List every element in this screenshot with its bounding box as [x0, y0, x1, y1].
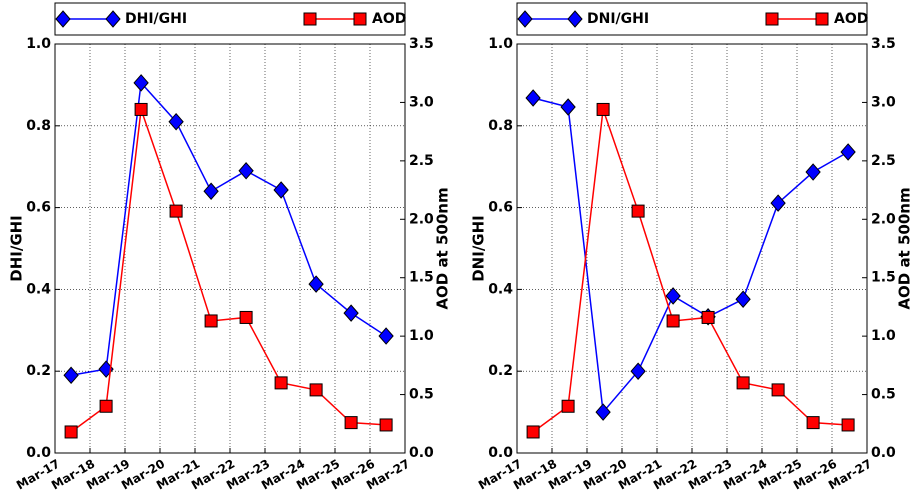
- marker: [63, 366, 79, 385]
- marker: [169, 204, 183, 218]
- y-axis-label: DHI/GHI: [8, 215, 26, 282]
- y-tick-label: 0.8: [488, 118, 513, 134]
- marker: [308, 275, 324, 293]
- y-tick-label: 0.2: [488, 363, 513, 379]
- marker: [526, 425, 540, 439]
- y2-tick-label: 2.0: [871, 211, 896, 227]
- marker: [379, 418, 393, 432]
- marker: [666, 314, 680, 328]
- marker: [105, 10, 121, 28]
- marker: [378, 327, 394, 345]
- y2-tick-label: 0.5: [409, 387, 434, 403]
- y2-tick-label: 2.0: [409, 211, 434, 227]
- y-tick-label: 0.8: [26, 118, 51, 134]
- marker: [631, 204, 645, 218]
- marker: [134, 102, 148, 116]
- y-axis-label: DNI/GHI: [470, 215, 488, 282]
- y2-tick-label: 3.5: [871, 36, 896, 52]
- legend-label: DNI/GHI: [587, 11, 649, 27]
- y2-tick-label: 0.0: [871, 445, 896, 461]
- y-tick-label: 0.0: [26, 445, 51, 461]
- series-line: [532, 97, 849, 414]
- y2-tick-label: 1.0: [409, 328, 434, 344]
- y2-axis-label: AOD at 500nm: [896, 187, 914, 309]
- y2-tick-label: 1.5: [871, 270, 896, 286]
- marker: [735, 290, 751, 308]
- plot-frame: [516, 43, 868, 454]
- y-tick-label: 0.6: [488, 200, 513, 216]
- legend-label: AOD: [834, 11, 868, 27]
- legend-label: AOD: [372, 11, 406, 27]
- marker: [238, 162, 254, 180]
- legend-label: DHI/GHI: [125, 11, 187, 27]
- y2-tick-label: 3.5: [409, 36, 434, 52]
- series-line: [532, 109, 849, 433]
- marker: [815, 12, 829, 26]
- y2-tick-label: 0.5: [871, 387, 896, 403]
- y2-tick-label: 1.0: [871, 328, 896, 344]
- marker: [64, 425, 78, 439]
- marker: [203, 182, 219, 200]
- marker: [840, 143, 856, 161]
- marker: [770, 194, 786, 212]
- marker: [274, 376, 288, 390]
- marker: [701, 310, 715, 324]
- plot-frame: [54, 43, 406, 454]
- marker: [595, 403, 611, 421]
- marker: [665, 287, 681, 305]
- marker: [561, 399, 575, 413]
- series-line: [70, 109, 387, 433]
- marker: [273, 181, 289, 199]
- marker: [344, 416, 358, 430]
- marker: [805, 163, 821, 181]
- y-tick-label: 0.6: [26, 200, 51, 216]
- marker: [303, 12, 317, 26]
- y2-tick-label: 3.0: [871, 94, 896, 110]
- y-tick-label: 0.0: [488, 445, 513, 461]
- marker: [806, 416, 820, 430]
- y2-axis-label: AOD at 500nm: [434, 187, 452, 309]
- marker: [55, 10, 71, 28]
- marker: [567, 10, 583, 28]
- marker: [560, 98, 576, 116]
- marker: [168, 112, 184, 131]
- marker: [99, 399, 113, 413]
- y-tick-label: 0.2: [26, 363, 51, 379]
- marker: [309, 383, 323, 397]
- marker: [133, 74, 149, 92]
- marker: [736, 376, 750, 390]
- marker: [765, 12, 779, 26]
- marker: [517, 10, 533, 28]
- series-line: [70, 81, 387, 377]
- y-tick-label: 1.0: [488, 36, 513, 52]
- marker: [343, 304, 359, 322]
- y-tick-label: 0.4: [488, 281, 513, 297]
- y2-tick-label: 1.5: [409, 270, 434, 286]
- y2-tick-label: 2.5: [409, 153, 434, 169]
- marker: [771, 383, 785, 397]
- y-tick-label: 1.0: [26, 36, 51, 52]
- y-tick-label: 0.4: [26, 281, 51, 297]
- marker: [204, 314, 218, 328]
- y2-tick-label: 0.0: [409, 445, 434, 461]
- marker: [239, 310, 253, 324]
- y2-tick-label: 3.0: [409, 94, 434, 110]
- marker: [353, 12, 367, 26]
- marker: [841, 418, 855, 432]
- marker: [525, 89, 541, 107]
- marker: [596, 102, 610, 116]
- y2-tick-label: 2.5: [871, 153, 896, 169]
- marker: [630, 362, 646, 380]
